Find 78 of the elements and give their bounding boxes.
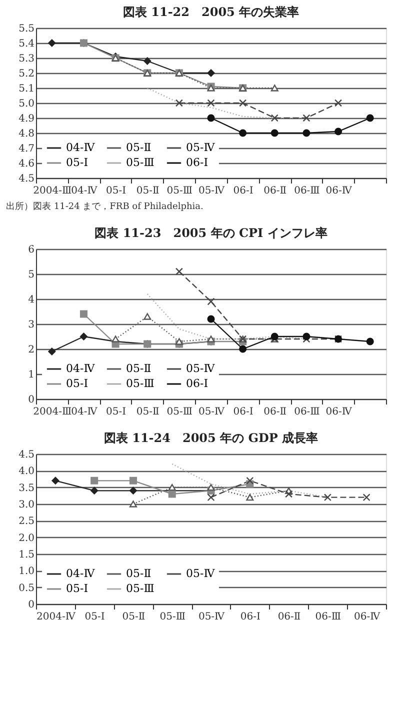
legend-label: 04-Ⅳ <box>66 567 96 580</box>
x-tick-label: 06-Ⅱ <box>278 612 301 622</box>
x-tick-label: 05-Ⅱ <box>136 406 160 418</box>
x-tick-label: 05-Ⅱ <box>136 186 160 196</box>
y-tick-label: 1.5 <box>18 550 34 560</box>
legend-label: 05-Ⅱ <box>126 362 152 375</box>
y-tick-label: 0.5 <box>18 582 34 594</box>
x-tick-label: 05-Ⅰ <box>106 406 126 418</box>
legend-label: 04-Ⅳ <box>66 141 96 154</box>
legend-label: 05-Ⅳ <box>186 141 216 154</box>
x-tick-label: 06-Ⅰ <box>233 186 254 196</box>
x-tick-label: 05-Ⅱ <box>122 612 146 622</box>
y-tick-label: 5.5 <box>18 24 34 34</box>
y-tick-label: 5.1 <box>18 84 34 94</box>
y-tick-label: 4.8 <box>18 128 34 140</box>
y-tick-label: 5.3 <box>18 54 34 64</box>
y-tick-label: 4.7 <box>18 144 34 154</box>
x-tick-label: 06-Ⅱ <box>264 406 287 418</box>
x-tick-label: 05-Ⅲ <box>166 186 193 196</box>
y-tick-label: 4.9 <box>18 114 34 124</box>
legend-label: 04-Ⅳ <box>66 362 96 375</box>
x-tick-label: 06-Ⅲ <box>294 406 320 418</box>
chart-title: 図表 11-22 2005 年の失業率 <box>122 5 300 19</box>
x-tick-label: 06-Ⅰ <box>240 612 260 622</box>
y-tick-label: 4 <box>28 294 34 306</box>
x-tick-label: 05-Ⅰ <box>84 612 105 622</box>
y-tick-label: 4.6 <box>18 158 34 170</box>
legend-label: 05-Ⅲ <box>126 582 154 595</box>
x-tick-label: 04-Ⅳ <box>71 186 98 196</box>
x-tick-label: 06-Ⅲ <box>315 612 342 622</box>
legend-label: 05-Ⅱ <box>126 141 152 154</box>
y-tick-label: 2 <box>28 344 34 356</box>
y-tick-label: 5.2 <box>18 68 34 80</box>
x-tick-label: 06-Ⅳ <box>326 186 353 196</box>
y-tick-label: 6 <box>28 244 34 256</box>
legend-label: 05-Ⅰ <box>66 377 88 390</box>
chart-title: 図表 11-24 2005 年の GDP 成長率 <box>104 431 318 445</box>
x-tick-label: 2004-Ⅲ <box>33 406 72 418</box>
legend-label: 06-Ⅰ <box>186 377 208 390</box>
y-tick-label: 0 <box>28 394 34 406</box>
x-tick-label: 06-Ⅱ <box>264 186 287 196</box>
y-tick-label: 2.5 <box>18 516 34 528</box>
y-tick-label: 5.4 <box>18 38 34 50</box>
x-tick-label: 2004-Ⅲ <box>33 186 72 196</box>
y-tick-label: 5.0 <box>18 98 34 110</box>
text: 出所）図表 11-24 まで，FRB of Philadelphia. <box>6 201 204 212</box>
legend-label: 05-Ⅰ <box>66 156 88 169</box>
y-tick-label: 4.0 <box>18 466 34 478</box>
y-tick-label: 3 <box>28 320 34 330</box>
legend-label: 05-Ⅲ <box>126 156 154 169</box>
x-tick-label: 05-Ⅳ <box>198 612 226 622</box>
x-tick-label: 04-Ⅳ <box>71 406 98 418</box>
legend-label: 05-Ⅰ <box>66 582 88 595</box>
legend-label: 05-Ⅳ <box>186 362 216 375</box>
x-tick-label: 06-Ⅳ <box>326 406 353 418</box>
y-tick-label: 1.0 <box>18 566 34 578</box>
y-tick-label: 0 <box>28 600 34 610</box>
x-tick-label: 05-Ⅲ <box>166 406 193 418</box>
legend-label: 05-Ⅱ <box>126 567 152 580</box>
y-tick-label: 3.5 <box>18 482 34 494</box>
y-tick-label: 2.0 <box>18 532 34 544</box>
y-tick-label: 4.5 <box>18 450 34 460</box>
x-tick-label: 05-Ⅰ <box>106 186 126 196</box>
x-tick-label: 2004-Ⅳ <box>36 612 76 622</box>
chart-title: 図表 11-23 2005 年の CPI インフレ率 <box>94 226 328 240</box>
x-tick-label: 05-Ⅳ <box>198 406 226 418</box>
legend-label: 05-Ⅳ <box>186 567 216 580</box>
x-tick-label: 06-Ⅰ <box>233 406 254 418</box>
legend-label: 06-Ⅰ <box>186 156 208 169</box>
y-tick-label: 5 <box>28 270 34 280</box>
x-tick-label: 05-Ⅲ <box>160 612 186 622</box>
x-tick-label: 06-Ⅳ <box>354 612 382 622</box>
legend-label: 05-Ⅲ <box>126 377 154 390</box>
y-tick-label: 4.5 <box>18 174 34 184</box>
x-tick-label: 06-Ⅲ <box>294 186 320 196</box>
x-tick-label: 05-Ⅳ <box>198 186 226 196</box>
y-tick-label: 3.0 <box>18 500 34 510</box>
y-tick-label: 1 <box>28 370 34 380</box>
